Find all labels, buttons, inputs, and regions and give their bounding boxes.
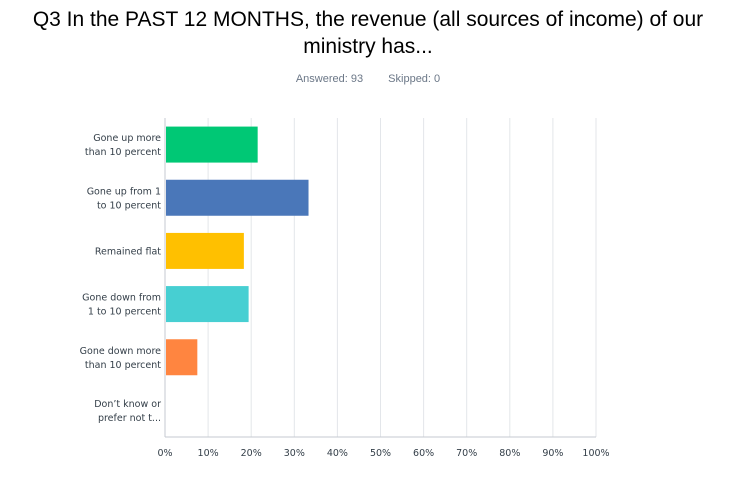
bar bbox=[166, 232, 244, 269]
category-label: than 10 percent bbox=[85, 147, 161, 158]
answered-count: Answered: 93 bbox=[295, 73, 364, 85]
x-tick-label: 70% bbox=[456, 448, 477, 459]
x-tick-label: 40% bbox=[327, 448, 348, 459]
x-tick-label: 100% bbox=[582, 448, 609, 459]
x-tick-label: 10% bbox=[198, 448, 219, 459]
bar bbox=[166, 179, 309, 216]
x-tick-label: 30% bbox=[284, 448, 305, 459]
bars bbox=[166, 126, 309, 376]
x-tick-label: 20% bbox=[241, 448, 262, 459]
category-label: Don’t know or bbox=[94, 399, 161, 410]
category-label: Gone down from bbox=[82, 293, 161, 304]
x-tick-label: 60% bbox=[413, 448, 434, 459]
chart-title: Q3 In the PAST 12 MONTHS, the revenue (a… bbox=[32, 8, 704, 58]
x-axis-ticks: 0% 10% 20% 30% 40% 50% 60% 70% 80% 90% 100% bbox=[157, 448, 609, 459]
bar bbox=[166, 126, 258, 163]
category-label: 1 to 10 percent bbox=[88, 307, 161, 318]
category-label: Gone up from 1 bbox=[87, 186, 161, 197]
response-summary: Answered: 93 Skipped: 0 bbox=[0, 73, 736, 85]
category-label: than 10 percent bbox=[85, 360, 161, 371]
x-tick-label: 50% bbox=[370, 448, 391, 459]
grid-lines bbox=[164, 118, 597, 438]
category-label: Remained flat bbox=[95, 246, 161, 257]
category-label: Gone up more bbox=[93, 133, 161, 144]
bar bbox=[166, 339, 198, 376]
bar bbox=[166, 286, 249, 323]
x-tick-label: 80% bbox=[499, 448, 520, 459]
category-label: Gone down more bbox=[80, 346, 161, 357]
x-tick-label: 0% bbox=[157, 448, 172, 459]
x-tick-label: 90% bbox=[542, 448, 563, 459]
category-label: to 10 percent bbox=[97, 200, 161, 211]
skipped-count: Skipped: 0 bbox=[388, 73, 441, 85]
category-labels: Gone up more than 10 percent Gone up from … bbox=[80, 133, 162, 424]
category-label: prefer not t... bbox=[98, 413, 161, 424]
